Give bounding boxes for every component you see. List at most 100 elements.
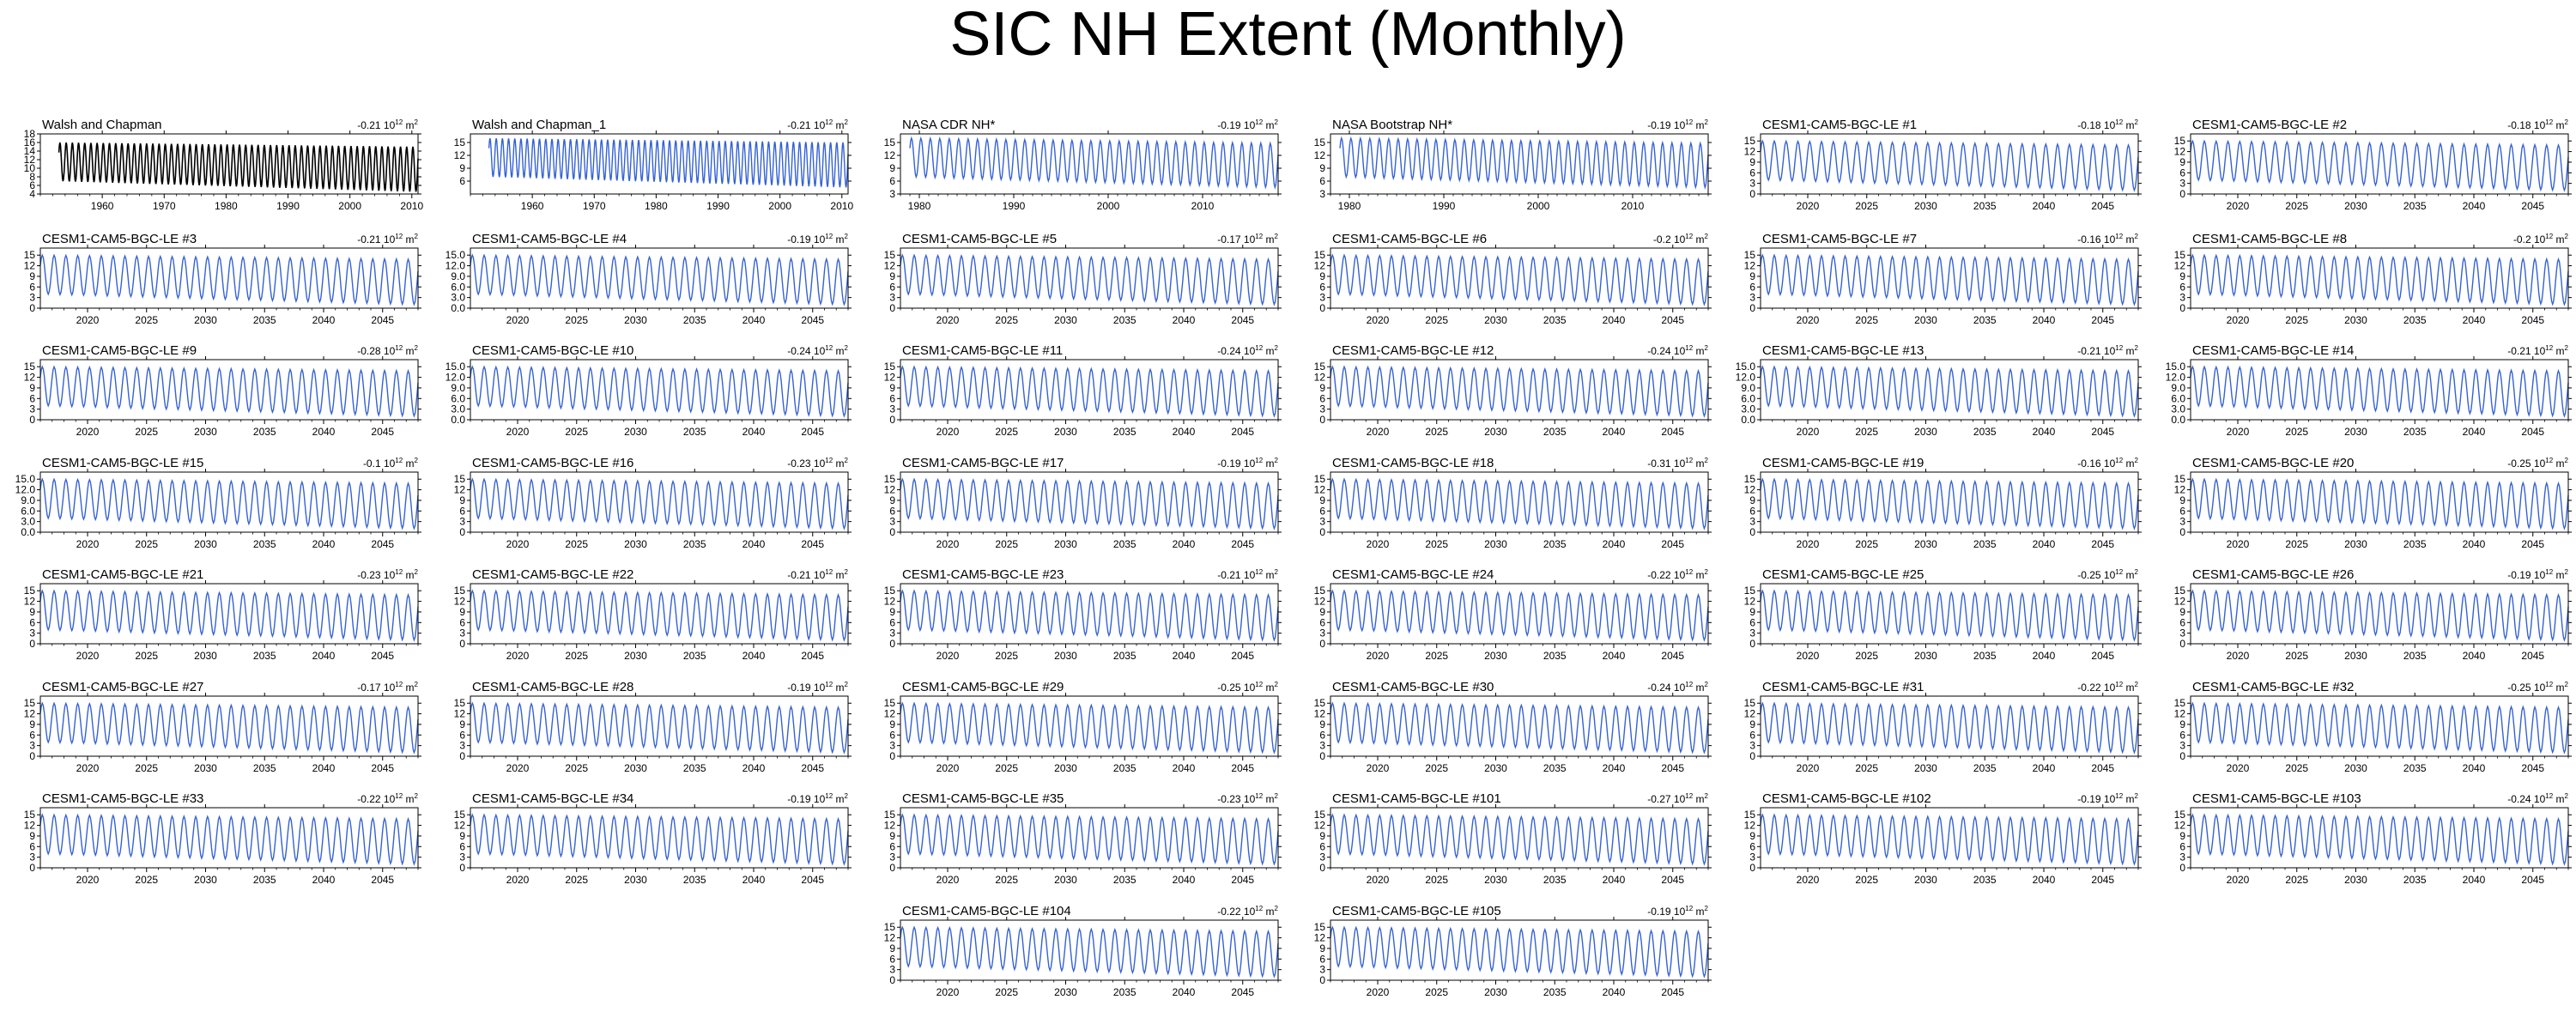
- x-tick-label: 2040: [1603, 426, 1626, 438]
- y-tick-label: 8: [29, 171, 35, 183]
- x-tick-label: 2020: [936, 986, 960, 998]
- x-tick-label: 2035: [1543, 314, 1567, 326]
- panel-title: CESM1-CAM5-BGC-LE #11: [902, 343, 1063, 358]
- y-tick-label: 15: [454, 697, 466, 709]
- x-tick-label: 2020: [1797, 650, 1820, 662]
- plot-frame: [900, 919, 1279, 981]
- y-tick-label: 15: [884, 697, 896, 709]
- y-tick-label: 15: [1314, 809, 1326, 821]
- x-tick-label: 2020: [936, 426, 960, 438]
- panel-title: NASA Bootstrap NH*: [1332, 118, 1452, 132]
- y-tick-label: 9: [2179, 156, 2185, 168]
- y-tick-label: 6.0: [21, 505, 35, 517]
- x-tick-label: 2045: [371, 426, 394, 438]
- x-tick-label: 2025: [135, 426, 158, 438]
- x-tick-label: 2040: [2033, 762, 2056, 774]
- y-tick-label: 9: [29, 270, 35, 282]
- chart-panel: CESM1-CAM5-BGC-LE #5 -0.17 1012 m2 2020 202…: [884, 232, 1282, 326]
- y-tick-label: 15: [1744, 249, 1756, 261]
- series-line: [2190, 253, 2569, 306]
- panel-title: CESM1-CAM5-BGC-LE #31: [1762, 680, 1924, 694]
- panel-trend: -0.16 1012 m2: [2077, 457, 2138, 470]
- y-tick-label: 9: [889, 162, 895, 174]
- panel-title: CESM1-CAM5-BGC-LE #35: [902, 791, 1064, 806]
- x-tick-label: 2020: [1797, 762, 1820, 774]
- panel-trend: -0.18 1012 m2: [2077, 118, 2138, 131]
- chart-panel: CESM1-CAM5-BGC-LE #33 -0.22 1012 m2 2020 20…: [24, 791, 421, 886]
- y-tick-label: 6: [1749, 729, 1755, 741]
- x-tick-label: 2045: [2091, 314, 2114, 326]
- x-tick-label: 1990: [706, 200, 730, 212]
- x-tick-label: 2040: [1603, 314, 1626, 326]
- plot-frame: [1760, 695, 2139, 757]
- x-tick-label: 2040: [1173, 314, 1196, 326]
- panel-trend: -0.1 1012 m2: [363, 457, 419, 470]
- y-tick-label: 12: [1314, 484, 1326, 496]
- x-tick-label: 2045: [2091, 426, 2114, 438]
- x-tick-label: 2020: [936, 538, 960, 550]
- x-tick-label: 2040: [1603, 762, 1626, 774]
- y-tick-label: 9: [1319, 162, 1325, 174]
- x-tick-label: 2020: [2227, 874, 2250, 886]
- series-line: [900, 813, 1279, 866]
- x-tick-label: 2035: [2403, 200, 2427, 212]
- panel-title: CESM1-CAM5-BGC-LE #34: [472, 791, 633, 806]
- plot-frame: [470, 807, 849, 869]
- panel-title: CESM1-CAM5-BGC-LE #17: [902, 456, 1064, 470]
- x-tick-label: 2025: [1425, 986, 1448, 998]
- y-tick-label: 9.0: [2171, 382, 2185, 394]
- y-tick-label: 15: [454, 136, 466, 148]
- x-tick-label: 2025: [995, 538, 1018, 550]
- chart-panel: CESM1-CAM5-BGC-LE #22 -0.21 1012 m2 2020 20…: [454, 567, 852, 662]
- series-line: [1330, 813, 1709, 866]
- x-tick-label: 2020: [1367, 538, 1390, 550]
- chart-panel: CESM1-CAM5-BGC-LE #31 -0.22 1012 m2 2020 20…: [1744, 680, 2142, 774]
- panel-title: CESM1-CAM5-BGC-LE #21: [42, 567, 203, 582]
- x-tick-label: 2035: [1543, 986, 1567, 998]
- panel-trend: -0.28 1012 m2: [357, 344, 418, 357]
- chart-panel: CESM1-CAM5-BGC-LE #32 -0.25 1012 m2 2020 20…: [2174, 680, 2572, 774]
- x-tick-label: 2030: [1054, 650, 1077, 662]
- panel-title: CESM1-CAM5-BGC-LE #101: [1332, 791, 1501, 806]
- x-tick-label: 2035: [683, 762, 706, 774]
- y-tick-label: 0: [889, 414, 895, 426]
- y-tick-label: 3: [1749, 851, 1755, 863]
- y-tick-label: 12: [1314, 820, 1326, 832]
- y-tick-label: 3: [889, 188, 895, 200]
- panel-trend: -0.21 1012 m2: [1217, 568, 1278, 581]
- x-tick-label: 2035: [1113, 986, 1136, 998]
- y-tick-label: 9: [1319, 606, 1325, 618]
- chart-panel: CESM1-CAM5-BGC-LE #35 -0.23 1012 m2 2020 20…: [884, 791, 1282, 886]
- y-tick-label: 12.0: [2166, 372, 2186, 384]
- x-tick-label: 2045: [2521, 874, 2544, 886]
- y-tick-label: 3: [2179, 740, 2185, 752]
- x-tick-label: 2020: [1367, 314, 1390, 326]
- x-tick-label: 2035: [2403, 762, 2427, 774]
- y-tick-label: 12: [454, 484, 466, 496]
- chart-panel: CESM1-CAM5-BGC-LE #34 -0.19 1012 m2 2020 20…: [454, 791, 852, 886]
- panel-trend: -0.19 1012 m2: [787, 233, 848, 245]
- y-tick-label: 0.0: [1741, 414, 1755, 426]
- y-tick-label: 6: [459, 175, 465, 187]
- panel-trend: -0.24 1012 m2: [787, 344, 848, 357]
- y-tick-label: 0: [1319, 974, 1325, 986]
- series-line: [2190, 365, 2569, 418]
- x-tick-label: 2045: [2091, 762, 2114, 774]
- panel-trend: -0.19 1012 m2: [1217, 118, 1278, 131]
- x-tick-label: 2030: [2344, 426, 2367, 438]
- y-tick-label: 15: [24, 361, 36, 373]
- plot-frame: [900, 583, 1279, 645]
- x-tick-label: 2020: [1367, 874, 1390, 886]
- x-tick-label: 2045: [2521, 650, 2544, 662]
- x-tick-label: 2040: [742, 314, 766, 326]
- chart-panel: NASA CDR NH* -0.19 1012 m2 1980 1990 2000 201…: [884, 118, 1282, 212]
- panel-trend: -0.23 1012 m2: [787, 457, 848, 470]
- chart-panel: CESM1-CAM5-BGC-LE #104 -0.22 1012 m2 2020 2…: [884, 904, 1282, 998]
- y-tick-label: 9: [1749, 718, 1755, 730]
- y-tick-label: 6: [889, 505, 895, 517]
- y-tick-label: 6: [2179, 616, 2185, 628]
- x-tick-label: 2020: [76, 538, 100, 550]
- x-tick-label: 2045: [1231, 650, 1254, 662]
- x-tick-label: 2040: [2033, 874, 2056, 886]
- panel-title: CESM1-CAM5-BGC-LE #20: [2192, 456, 2354, 470]
